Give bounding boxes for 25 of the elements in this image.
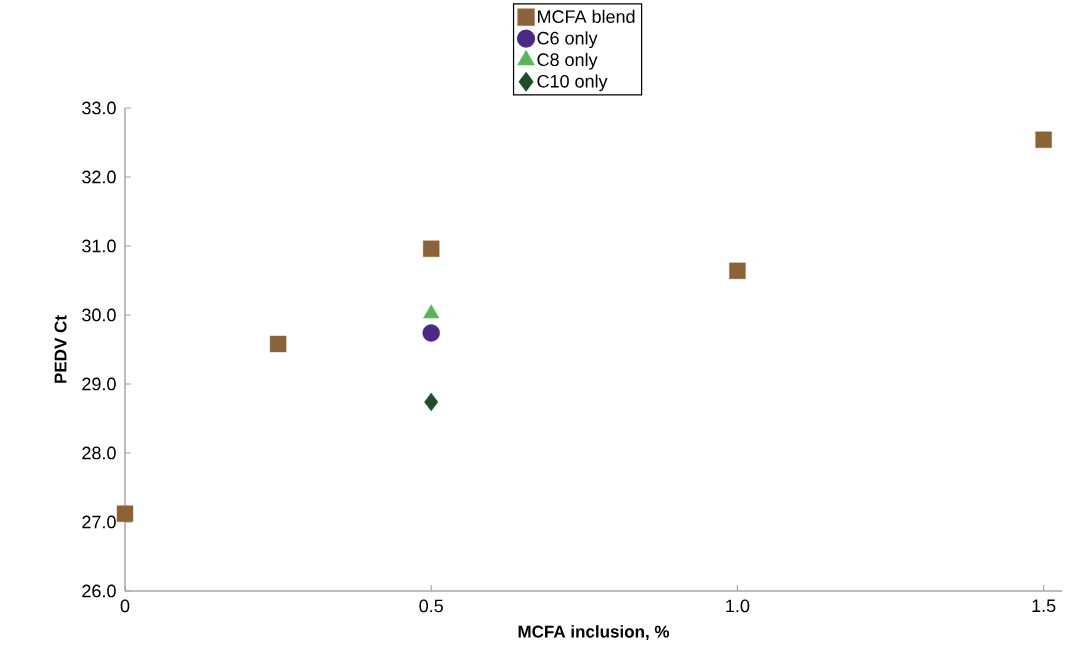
y-tick-label: 31.0 — [82, 239, 116, 253]
legend-label: C10 only — [537, 74, 608, 92]
point — [1035, 131, 1052, 148]
y-tick-label: 26.0 — [82, 584, 116, 598]
y-tick-label: 28.0 — [82, 446, 116, 460]
point — [729, 262, 746, 280]
legend-label: C6 only — [537, 31, 598, 49]
point — [422, 324, 440, 342]
y-tick-label: 32.0 — [82, 170, 116, 184]
x-tick-label: 1.5 — [1032, 599, 1056, 613]
x-tick-label: 0.5 — [419, 599, 443, 613]
legend-label: MCFA blend — [538, 9, 635, 24]
point — [116, 505, 134, 522]
x-tick-label: 1.0 — [726, 599, 750, 613]
point — [423, 240, 440, 257]
legend-label: C8 only — [537, 52, 598, 70]
point — [424, 392, 439, 412]
y-tick-label: 29.0 — [82, 377, 116, 391]
x-axis-title: MCFA inclusion, % — [518, 625, 670, 641]
point — [269, 335, 287, 353]
y-tick-label: 33.0 — [82, 101, 116, 115]
x-tick-label: 0 — [120, 599, 130, 613]
y-tick-label: 30.0 — [82, 308, 116, 322]
y-axis-title: PEDV Ct — [54, 315, 67, 383]
y-tick-label: 27.0 — [82, 515, 116, 529]
